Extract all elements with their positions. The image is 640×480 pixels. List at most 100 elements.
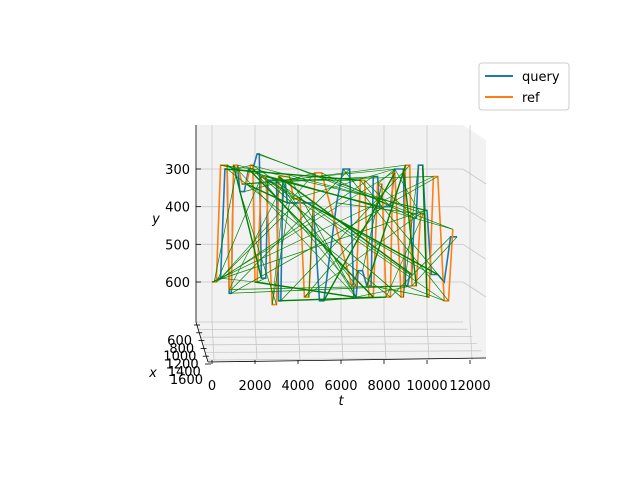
t-tick-label: 10000 bbox=[406, 379, 447, 394]
grid-floor-t-0 bbox=[211, 321, 215, 361]
alignment-line bbox=[252, 164, 410, 275]
alignment-line bbox=[304, 210, 426, 298]
legend: query ref bbox=[478, 62, 570, 111]
alignment-line bbox=[216, 176, 374, 283]
x-axis-edge bbox=[195, 321, 209, 363]
alignment-line bbox=[231, 168, 350, 290]
alignment-line bbox=[254, 281, 355, 298]
alignment-line bbox=[282, 176, 434, 181]
alignment-line bbox=[220, 164, 286, 181]
alignment-line bbox=[220, 172, 393, 279]
alignment-line bbox=[232, 165, 263, 279]
alignment-line bbox=[299, 198, 439, 276]
alignment-line bbox=[228, 180, 286, 290]
x-tick-label: 1000 bbox=[163, 350, 196, 365]
axis-edges bbox=[195, 125, 487, 363]
alignment-line bbox=[405, 285, 445, 302]
t-tick-label: 8000 bbox=[367, 379, 400, 394]
alignment-line bbox=[323, 172, 396, 302]
x-tick-label: 1200 bbox=[166, 357, 199, 372]
axes-panes bbox=[196, 125, 486, 362]
grid-floor-t-5 bbox=[426, 321, 430, 361]
alignment-line bbox=[248, 168, 374, 298]
alignment-line bbox=[211, 277, 221, 283]
y-axis-label: y bbox=[151, 212, 160, 227]
t-tick-label: 0 bbox=[208, 379, 216, 394]
alignment-line bbox=[250, 164, 425, 211]
alignment-line bbox=[252, 168, 402, 298]
grid-floor-t-3 bbox=[340, 321, 344, 361]
alignment-line bbox=[229, 285, 408, 290]
t-tick-label: 2000 bbox=[238, 379, 271, 394]
alignment-line bbox=[285, 164, 406, 181]
alignment-line bbox=[220, 164, 253, 170]
back-pane bbox=[196, 125, 463, 322]
alignment-line bbox=[394, 168, 421, 215]
grid-floor-t-2 bbox=[297, 321, 301, 361]
alignment-line bbox=[336, 202, 421, 215]
grid-right-y-2 bbox=[462, 243, 487, 260]
alignment-line bbox=[220, 198, 301, 279]
t-tick-label: 6000 bbox=[324, 379, 357, 394]
x-tick-label: 1600 bbox=[170, 373, 203, 388]
alignment-line bbox=[220, 176, 434, 279]
alignment-line bbox=[229, 285, 412, 294]
grid-right-y-1 bbox=[462, 206, 487, 223]
x-axis-label: x bbox=[148, 366, 157, 381]
alignment-line bbox=[319, 296, 369, 302]
alignment-line bbox=[402, 168, 417, 286]
alignment-line bbox=[218, 176, 262, 279]
alignment-line bbox=[293, 168, 395, 200]
alignment-line bbox=[220, 172, 316, 279]
alignment-line bbox=[261, 176, 432, 275]
grid-floor-t-6 bbox=[469, 321, 473, 361]
alignment-line bbox=[411, 236, 458, 287]
t-axis-edge bbox=[207, 357, 487, 363]
alignment-line bbox=[364, 180, 391, 207]
alignment-line bbox=[390, 236, 451, 298]
alignment-line bbox=[233, 164, 357, 298]
x-tick-label: 1400 bbox=[168, 365, 201, 380]
right-pane bbox=[463, 125, 486, 358]
alignment-line bbox=[213, 165, 239, 283]
legend-ref-label: ref bbox=[522, 91, 540, 106]
grid-right-y-0 bbox=[462, 168, 487, 185]
alignment-line bbox=[366, 164, 407, 287]
grid-floor-t-1 bbox=[254, 321, 258, 361]
grid-right-y-3 bbox=[462, 281, 487, 298]
alignment-line bbox=[289, 176, 357, 298]
alignment-line bbox=[278, 175, 413, 276]
grid-line-x-3 bbox=[203, 343, 477, 346]
grid-line-x-2 bbox=[200, 335, 473, 338]
legend-query-label: query bbox=[522, 70, 560, 85]
grid-line-x-4 bbox=[205, 350, 482, 353]
alignment-line bbox=[276, 180, 357, 287]
y-tick-label: 500 bbox=[165, 238, 190, 253]
y-tick-label: 600 bbox=[165, 276, 190, 291]
alignment-line bbox=[267, 180, 294, 200]
t-tick-label: 4000 bbox=[281, 379, 314, 394]
t-axis-label: t bbox=[338, 394, 344, 409]
alignment-line bbox=[246, 183, 288, 204]
alignment-lines bbox=[211, 153, 458, 305]
alignment-line bbox=[259, 153, 453, 230]
y-tick-label: 400 bbox=[165, 201, 190, 216]
y-tick-label: 300 bbox=[165, 163, 190, 178]
alignment-line bbox=[271, 202, 290, 305]
alignment-line bbox=[371, 285, 430, 298]
alignment-line bbox=[256, 277, 266, 283]
alignment-line bbox=[226, 168, 391, 298]
legend-frame bbox=[478, 62, 570, 111]
alignment-line bbox=[351, 270, 359, 286]
tick-layer: 0 2000 4000 6000 8000 10000 12000 300 400 500 600 6… bbox=[163, 163, 490, 394]
alignment-line bbox=[377, 183, 417, 219]
alignment-line bbox=[252, 168, 353, 286]
alignment-line bbox=[285, 180, 453, 230]
x-tick-label: 800 bbox=[169, 342, 194, 357]
alignment-line bbox=[403, 165, 419, 298]
alignment-line bbox=[278, 176, 357, 298]
alignment-line bbox=[385, 210, 426, 298]
alignment-line bbox=[342, 168, 449, 302]
x-tick-label: 600 bbox=[167, 334, 192, 349]
